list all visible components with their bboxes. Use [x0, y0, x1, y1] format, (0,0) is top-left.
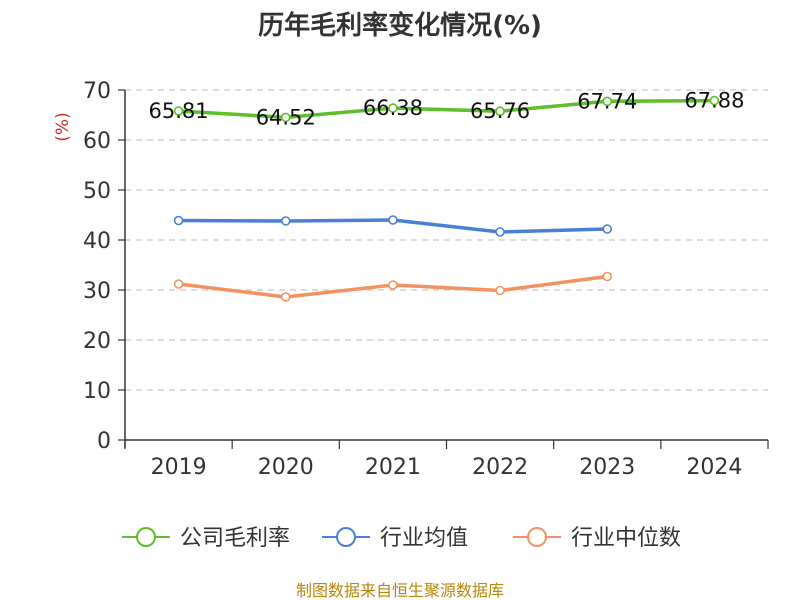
grid [125, 89, 768, 391]
data-label: 65.81 [149, 99, 209, 123]
source-note: 制图数据来自恒生聚源数据库 [296, 581, 504, 600]
data-point [280, 112, 291, 123]
data-point [602, 271, 613, 282]
y-tick-label: 0 [97, 429, 111, 454]
y-tick-label: 60 [83, 129, 111, 154]
data-point [495, 285, 505, 296]
data-point [602, 96, 613, 107]
y-tick-label: 40 [83, 229, 111, 254]
data-point [388, 215, 398, 225]
y-tick-label: 50 [83, 179, 111, 204]
legend-label: 行业中位数 [571, 526, 681, 551]
data-point [173, 279, 184, 289]
y-ticks: 0 10 20 30 40 50 60 70 [83, 79, 125, 454]
y-tick-label: 30 [83, 279, 111, 304]
data-labels: 65.81 64.52 66.38 65.76 67.74 67.88 [149, 89, 745, 130]
series-layer [173, 95, 720, 302]
data-point [388, 280, 398, 290]
x-tick-label: 2022 [472, 455, 528, 480]
x-ticks: 2019 2020 2021 2022 2023 2024 [124, 440, 769, 480]
series-line [178, 98, 715, 120]
data-point [280, 292, 291, 302]
y-tick-label: 20 [83, 329, 111, 354]
data-point [602, 224, 613, 234]
data-label: 65.76 [470, 99, 530, 123]
legend-marker [336, 527, 356, 547]
x-tick-label: 2023 [579, 455, 635, 480]
data-label: 67.88 [684, 89, 744, 113]
legend-label: 公司毛利率 [180, 526, 290, 551]
data-label: 67.74 [577, 89, 637, 113]
data-point [173, 106, 184, 116]
y-tick-label: 70 [83, 79, 111, 104]
data-point [173, 215, 184, 226]
data-point [280, 216, 291, 226]
data-label: 64.52 [256, 105, 316, 129]
legend-label: 行业均值 [380, 526, 468, 551]
x-tick-label: 2020 [258, 455, 314, 480]
x-tick-label: 2024 [686, 455, 742, 480]
axes [124, 90, 768, 448]
data-point [388, 103, 398, 113]
data-point [495, 227, 505, 237]
x-tick-label: 2019 [151, 455, 207, 480]
x-tick-label: 2021 [365, 455, 421, 480]
y-axis-label: (%) [53, 112, 73, 141]
legend-marker [136, 527, 156, 547]
legend[interactable]: 公司毛利率 行业均值 行业中位数 [122, 526, 681, 551]
chart-title: 历年毛利率变化情况(%) [258, 10, 542, 41]
data-label: 66.38 [363, 96, 423, 120]
y-tick-label: 10 [83, 379, 111, 404]
data-point [495, 106, 505, 116]
legend-marker [527, 527, 547, 547]
data-point [709, 95, 720, 106]
